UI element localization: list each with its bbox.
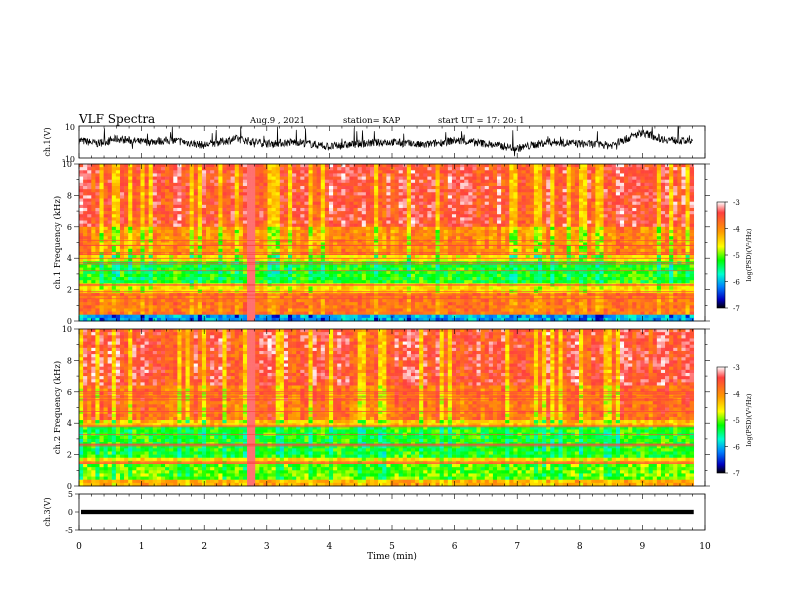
colorbar-2-tick-3: -6 bbox=[733, 444, 740, 452]
spectrogram-2 bbox=[74, 328, 728, 487]
spectrogram-1-ytick-10: 10 bbox=[62, 160, 72, 169]
colorbar-1-tick-1: -4 bbox=[733, 226, 740, 234]
colorbar-2-label: log(PSD)(V²/Hz) bbox=[745, 393, 753, 446]
colorbar-1-tick-4: -7 bbox=[733, 305, 740, 313]
spectrogram-2-ytick-6: 6 bbox=[67, 388, 72, 397]
colorbar-2-tick-0: -3 bbox=[733, 364, 740, 372]
ch1-waveform-line bbox=[78, 126, 693, 157]
x-tick-label-7: 7 bbox=[514, 542, 520, 552]
spectrogram-2-ytick-10: 10 bbox=[62, 325, 72, 334]
x-tick-label-9: 9 bbox=[640, 542, 646, 552]
x-tick-label-4: 4 bbox=[327, 542, 333, 552]
x-tick-label-1: 1 bbox=[139, 542, 145, 552]
spectrogram-1-ytick-4: 4 bbox=[67, 254, 72, 263]
spectrogram-2-ytick-0: 0 bbox=[67, 482, 72, 491]
x-tick-label-8: 8 bbox=[577, 542, 583, 552]
colorbar-2 bbox=[716, 366, 726, 474]
colorbar-1-tick-0: -3 bbox=[733, 199, 740, 207]
spectrogram-1-ytick-2: 2 bbox=[67, 286, 72, 295]
spectrogram-1-ytick-6: 6 bbox=[67, 223, 72, 232]
x-ticks-spec1 bbox=[78, 164, 706, 321]
x-tick-label-2: 2 bbox=[201, 542, 207, 552]
x-tick-label-0: 0 bbox=[76, 542, 82, 552]
x-tick-label-3: 3 bbox=[264, 542, 270, 552]
ch3-ytick-5: 5 bbox=[68, 490, 73, 499]
ch3-ylabel: ch.3(V) bbox=[43, 497, 52, 526]
spectrogram-2-ytick-2: 2 bbox=[67, 451, 72, 460]
colorbar-1-tick-3: -6 bbox=[733, 279, 740, 287]
x-ticks-ch3-wave bbox=[78, 494, 706, 530]
x-tick-label-5: 5 bbox=[389, 542, 395, 552]
spectrogram-2-ylabel: ch.2 Frequency (kHz) bbox=[52, 361, 63, 454]
start-time-label: start UT = 17: 20: 1 bbox=[438, 116, 525, 126]
colorbar-1-tick-2: -5 bbox=[733, 252, 740, 260]
spectrogram-1-ytick-0: 0 bbox=[67, 317, 72, 326]
ch1-ytick-10: 10 bbox=[65, 123, 75, 132]
x-tick-label-10: 10 bbox=[699, 542, 711, 552]
spectrogram-2-ytick-4: 4 bbox=[67, 419, 72, 428]
colorbar-2-tick-1: -4 bbox=[733, 391, 740, 399]
x-tick-label-6: 6 bbox=[452, 542, 458, 552]
date-label: Aug.9 , 2021 bbox=[249, 116, 305, 126]
figure-title: VLF Spectra bbox=[78, 112, 155, 126]
x-axis-label: Time (min) bbox=[367, 551, 417, 562]
colorbar-2-tick-4: -7 bbox=[733, 470, 740, 478]
ch3-ytick-0: 0 bbox=[68, 508, 73, 517]
ch3-waveform-band bbox=[81, 509, 694, 515]
spectrogram-1-ylabel: ch.1 Frequency (kHz) bbox=[52, 196, 63, 289]
ch1-ylabel: ch.1(V) bbox=[43, 127, 52, 156]
x-ticks-spec2 bbox=[78, 329, 706, 486]
ch1-ytick-minus10: -10 bbox=[62, 155, 75, 164]
colorbar-1-label: log(PSD)(V²/Hz) bbox=[745, 228, 753, 281]
spectrogram-1-ytick-8: 8 bbox=[67, 191, 72, 200]
spectrogram-1 bbox=[74, 163, 728, 322]
colorbar-1 bbox=[716, 201, 726, 309]
ch3-ytick--5: -5 bbox=[65, 526, 73, 535]
colorbar-2-tick-2: -5 bbox=[733, 417, 740, 425]
spectrogram-2-ytick-8: 8 bbox=[67, 356, 72, 365]
x-ticks-ch1-wave bbox=[78, 126, 706, 158]
station-label: station= KAP bbox=[343, 116, 401, 126]
